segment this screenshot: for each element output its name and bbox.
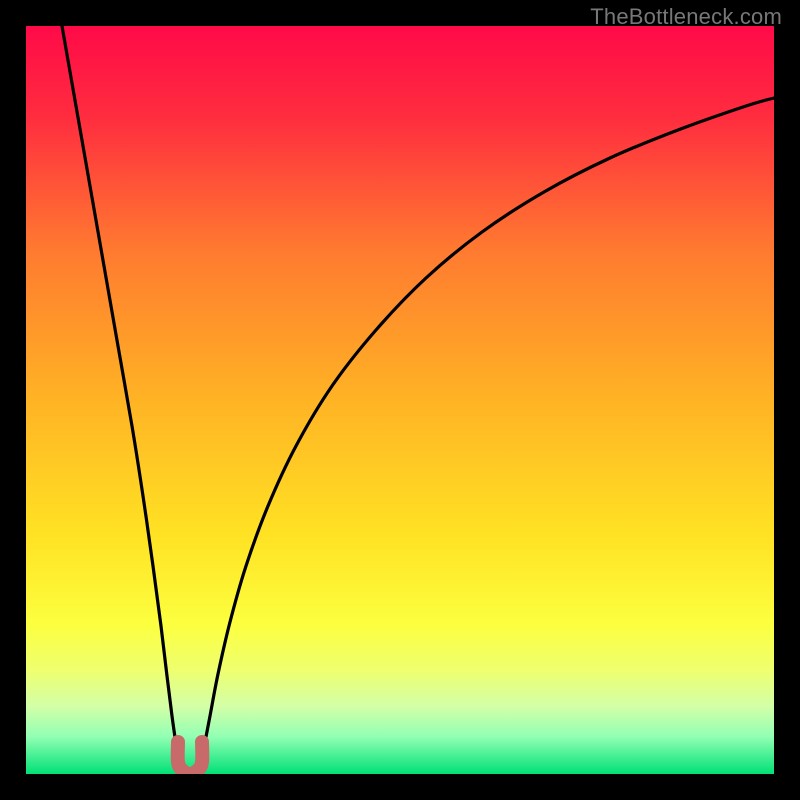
chart-container: TheBottleneck.com [0, 0, 800, 800]
curve-left-branch [62, 26, 178, 756]
dip-marker [178, 742, 203, 774]
plot-area [26, 26, 774, 774]
watermark-text: TheBottleneck.com [590, 4, 782, 30]
curve-right-branch [202, 98, 774, 756]
bottleneck-curve [26, 26, 774, 774]
